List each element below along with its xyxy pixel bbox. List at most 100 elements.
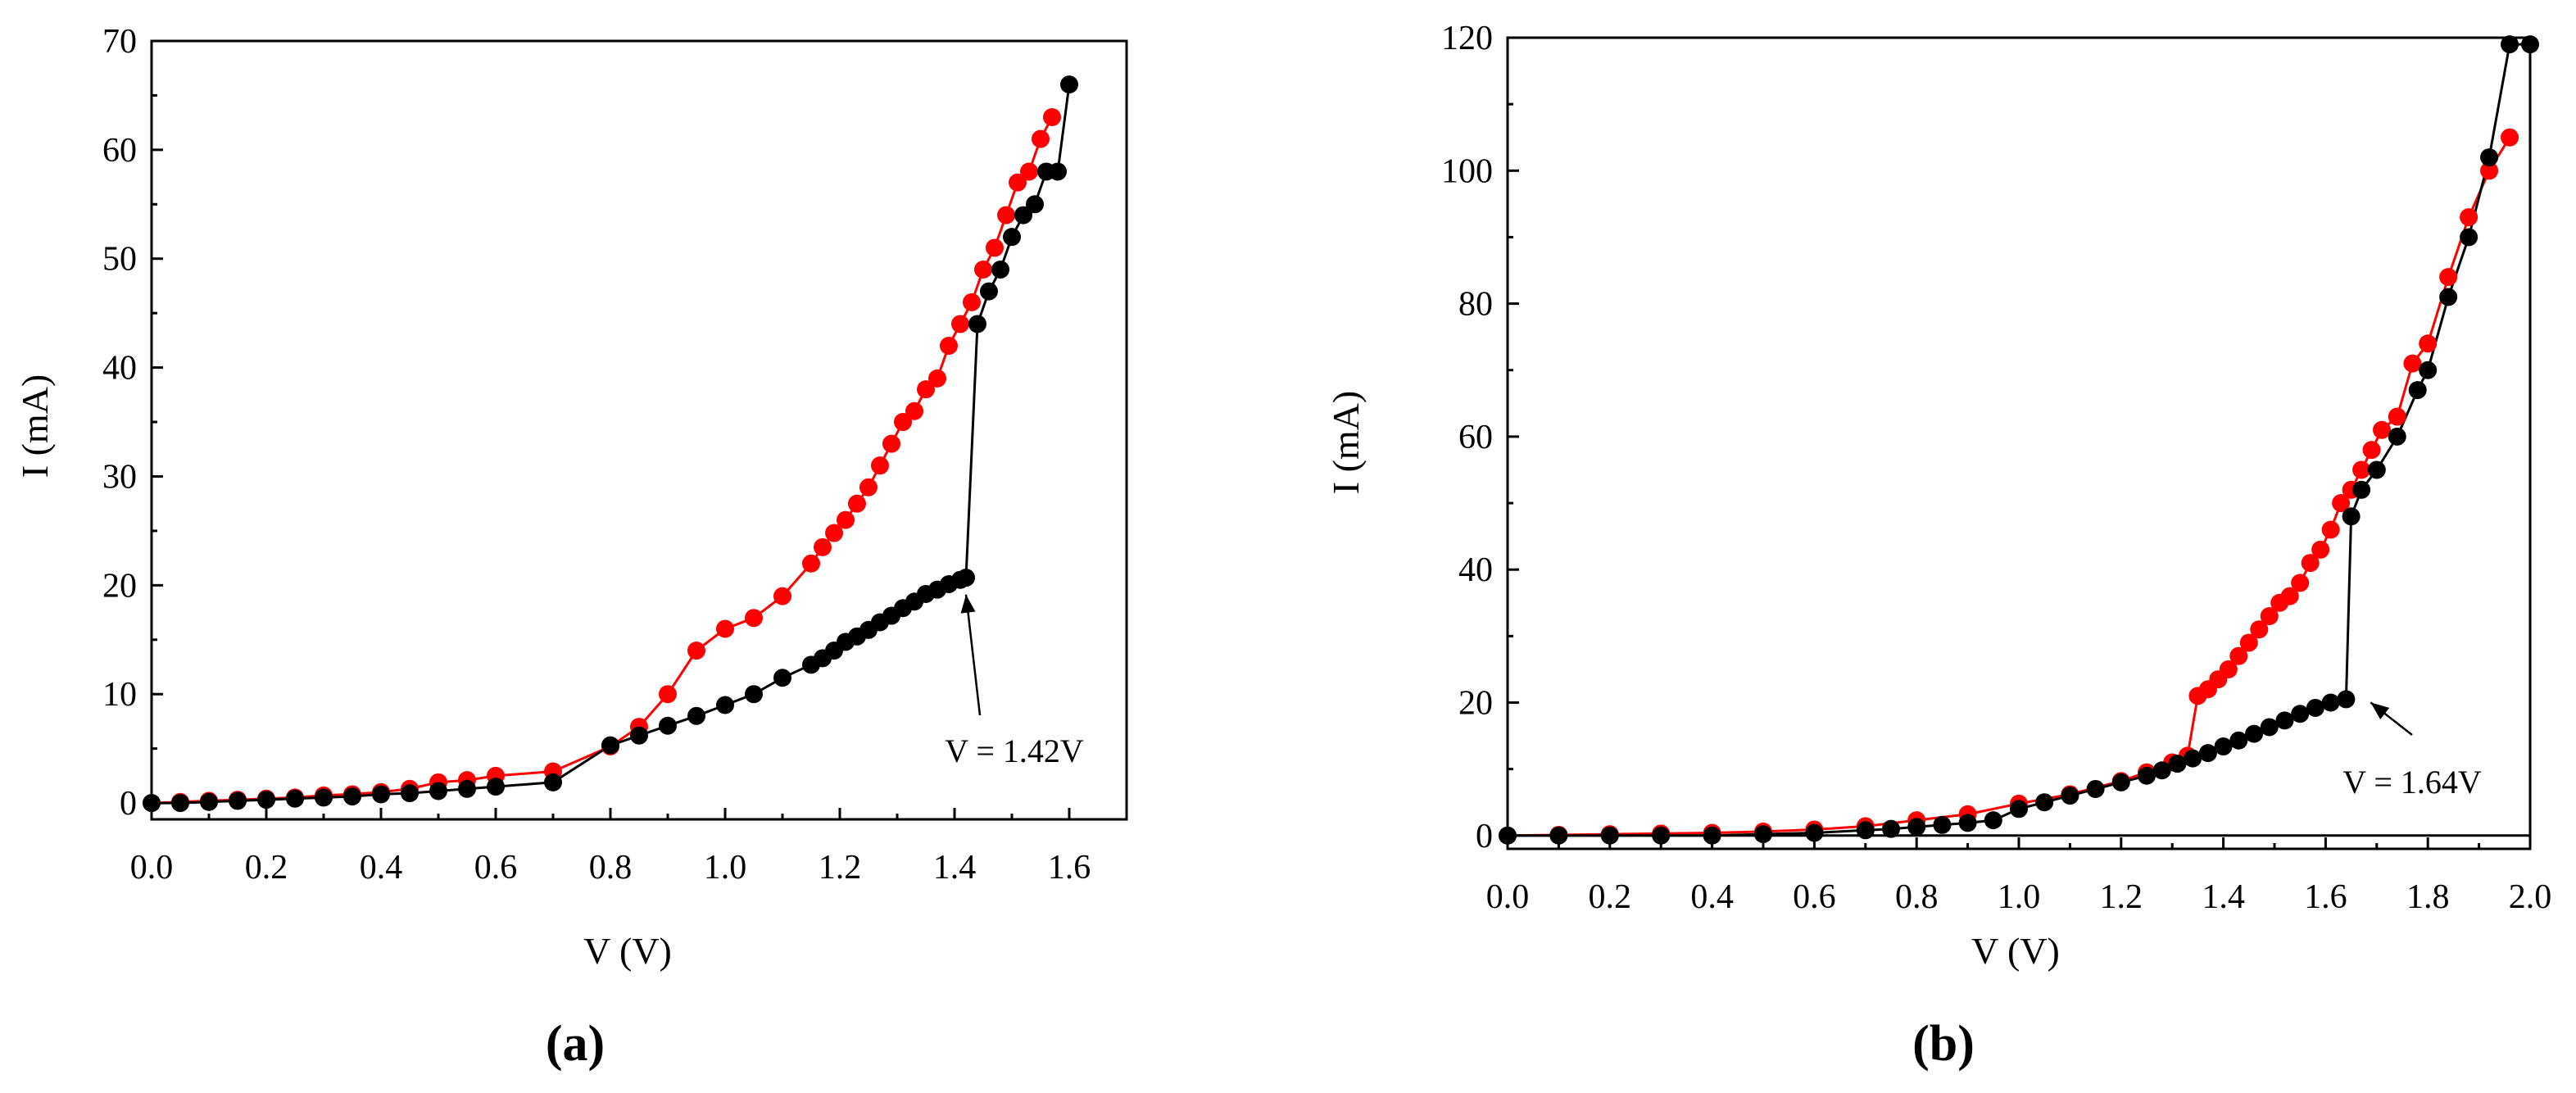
data-point-red [2419,334,2438,353]
data-point-black [2260,718,2279,737]
data-point-black [401,784,419,803]
x-tick-label: 0.0 [1486,878,1530,916]
data-point-red [837,510,855,529]
data-point-red [2388,407,2406,426]
data-point-red [1009,173,1027,192]
panel-label-a: (a) [546,1016,605,1072]
data-point-red [894,413,912,432]
data-point-black [2439,288,2458,306]
y-tick-label: 20 [1458,684,1493,722]
data-point-black [487,778,505,796]
data-point-red [2403,354,2422,373]
data-point-red [848,494,866,513]
annotation-arrowhead [2370,702,2390,720]
data-point-black [1805,823,1824,842]
y-tick-label: 0 [1476,818,1493,855]
x-axis-title: V (V) [1971,930,2060,972]
chart-panel-a: 0.0 0.2 0.4 0.6 0.8 1.0 1.2 1.4 1.6 0 10 20 30 40 50 60… [14,23,1128,1072]
data-point-black [1907,818,1926,837]
data-point-red [2460,208,2478,227]
data-point-black [2245,724,2264,743]
data-point-black [2342,507,2361,526]
data-point-red [745,609,763,628]
y-tick-label: 70 [102,23,137,61]
y-tick-label: 80 [1458,286,1493,324]
data-point-red [940,337,958,356]
data-point-red [687,642,705,660]
data-point-red [1032,129,1050,148]
data-point-black [2086,779,2105,798]
x-tick-label: 0.2 [1589,878,1632,916]
data-point-black [1958,814,1977,832]
x-tick-label: 1.0 [704,849,747,887]
data-point-black [2419,361,2438,379]
data-point-black [2111,773,2130,791]
data-point-black [458,779,476,798]
y-tick-label: 100 [1441,152,1493,190]
annotation-label: V = 1.64V [2342,764,2482,800]
series-line-black [152,84,1071,805]
chart-panel-b: 0.0 0.2 0.4 0.6 0.8 1.0 1.2 1.4 1.6 1.8 2.0 0 20 40 60… [1325,20,2551,1072]
data-point-black [1652,826,1671,845]
data-point-black [1549,826,1568,845]
data-point-black [2408,381,2427,400]
x-tick-label: 1.4 [933,849,977,887]
data-point-black [286,789,304,808]
data-point-red [2250,620,2269,639]
data-point-black [2460,228,2478,247]
data-point-black [991,261,1009,279]
data-point-black [2275,711,2294,730]
y-tick-label: 40 [1458,551,1493,589]
data-point-red [802,554,820,573]
annotation-a: V = 1.42V [945,594,1084,769]
y-tick-label: 120 [1441,20,1493,57]
data-point-black [1060,75,1078,94]
x-tick-label: 0.0 [130,849,174,887]
data-point-red [997,206,1015,224]
data-point-red [859,478,878,497]
data-point-black [2198,744,2217,763]
data-point-red [659,685,677,704]
x-axis-title: V (V) [583,930,672,972]
data-point-red [882,434,900,453]
x-tick-label: 1.2 [2100,878,2143,916]
data-point-red [986,238,1004,257]
data-point-red [2480,161,2499,180]
data-point-black [2501,35,2519,54]
data-point-black [2010,800,2028,819]
data-point-black [957,569,975,587]
data-point-black [2367,460,2386,479]
data-point-black [1882,819,1900,838]
data-point-black [1856,821,1875,840]
data-point-black [745,685,763,704]
x-tick-label: 0.4 [1690,878,1734,916]
data-point-black [2061,787,2079,805]
data-point-red [905,401,923,420]
x-tick-label: 1.0 [1998,878,2041,916]
x-tick-label: 1.2 [819,849,862,887]
y-tick-label: 20 [102,567,137,605]
data-point-red [2373,420,2392,439]
x-tick-label: 0.8 [589,849,633,887]
data-point-red [2501,128,2519,147]
x-tick-label: 0.4 [360,849,403,887]
annotation-b: V = 1.64V [2342,701,2482,800]
data-point-black [315,788,333,807]
y-tick-label: 10 [102,676,137,714]
data-point-black [372,785,390,804]
y-tick-label: 50 [102,241,137,279]
y-tick-label: 30 [102,458,137,496]
data-point-red [2311,540,2330,559]
data-point-black [716,696,734,714]
data-point-black [1703,826,1721,845]
data-point-black [2152,761,2171,780]
data-point-black [2229,731,2248,750]
data-point-red [2332,494,2351,513]
data-point-black [1026,195,1044,214]
x-tick-label: 1.6 [1048,849,1091,887]
annotation-arrowhead [960,594,976,614]
data-point-red [2219,660,2238,678]
data-point-black [2388,427,2406,446]
y-tick-label: 40 [102,350,137,388]
data-point-black [968,315,986,333]
